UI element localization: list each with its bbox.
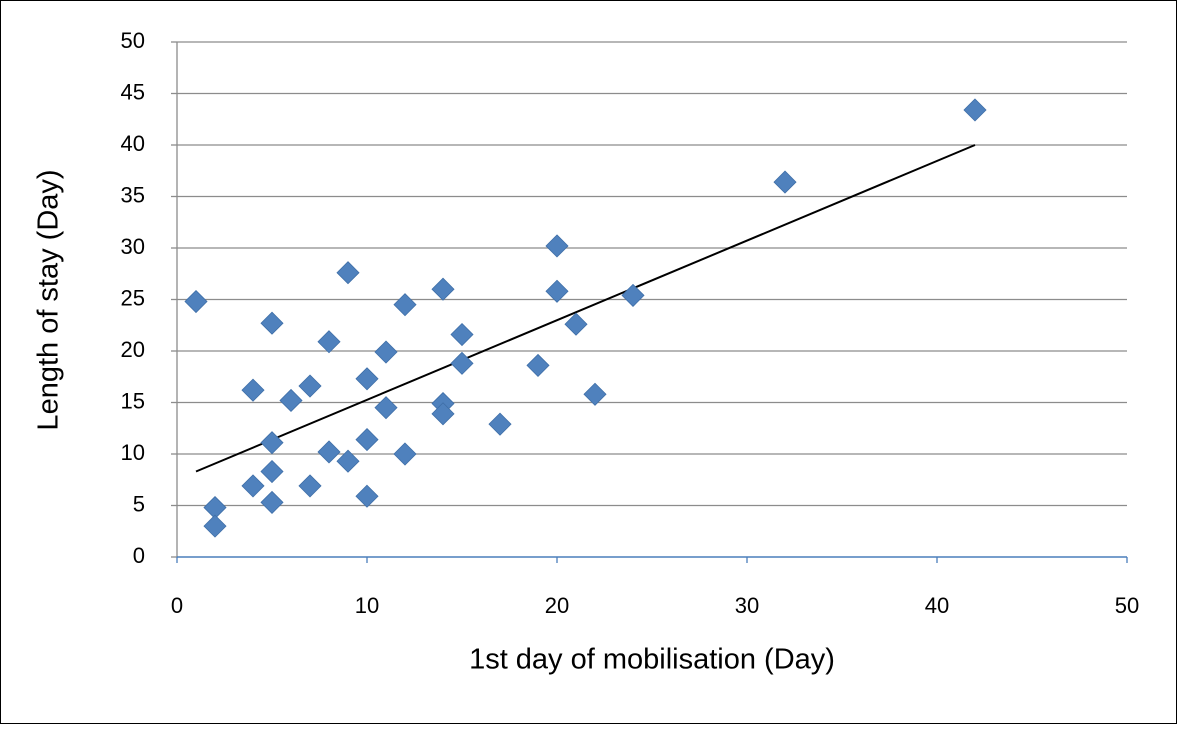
scatter-point xyxy=(336,449,360,473)
scatter-point xyxy=(260,490,284,514)
trendline xyxy=(195,144,976,473)
scatter-point xyxy=(184,289,208,314)
scatter-point xyxy=(431,402,455,426)
scatter-point xyxy=(431,277,455,301)
scatter-point xyxy=(317,440,341,464)
scatter-point xyxy=(545,234,569,258)
scatter-point xyxy=(450,322,474,347)
scatter-point xyxy=(526,353,550,377)
scatter-point xyxy=(336,261,360,285)
x-tick-label: 0 xyxy=(171,593,183,618)
y-tick-label: 30 xyxy=(121,234,145,259)
scatter-point xyxy=(545,279,569,303)
scatter-point xyxy=(317,330,341,354)
y-tick-label: 20 xyxy=(121,337,145,362)
scatter-point xyxy=(260,311,284,335)
scatter-point xyxy=(260,431,284,455)
scatter-point xyxy=(621,283,645,307)
scatter-point xyxy=(393,293,417,317)
x-tick-label: 20 xyxy=(545,593,569,618)
y-axis-title: Length of stay (Day) xyxy=(33,169,65,430)
scatter-point xyxy=(488,412,512,436)
y-tick-label: 25 xyxy=(121,285,145,310)
y-tick-label: 35 xyxy=(121,182,145,207)
scatter-point xyxy=(241,474,265,498)
y-tick-label: 40 xyxy=(121,131,145,156)
scatter-point xyxy=(963,98,987,122)
y-tick-label: 0 xyxy=(133,543,145,568)
x-tick-label: 30 xyxy=(735,593,759,618)
y-tick-label: 45 xyxy=(121,79,145,104)
scatter-point xyxy=(241,378,265,402)
scatter-point xyxy=(393,442,417,466)
scatter-point xyxy=(355,428,379,452)
x-tick-label: 40 xyxy=(925,593,949,618)
scatter-point xyxy=(773,170,797,194)
x-tick-label: 50 xyxy=(1115,593,1139,618)
scatter-point xyxy=(260,459,284,484)
y-tick-label: 50 xyxy=(121,28,145,53)
y-tick-label: 15 xyxy=(121,388,145,413)
scatter-point xyxy=(203,514,227,538)
scatter-point xyxy=(298,474,322,498)
y-tick-label: 10 xyxy=(121,440,145,465)
scatter-point xyxy=(564,312,588,336)
scatter-point xyxy=(583,382,607,406)
scatter-point xyxy=(298,374,322,398)
x-tick-label: 10 xyxy=(355,593,379,618)
scatter-point xyxy=(374,396,398,420)
scatter-point xyxy=(279,388,303,413)
y-tick-label: 5 xyxy=(133,491,145,516)
x-axis-title: 1st day of mobilisation (Day) xyxy=(469,644,835,676)
scatter-point xyxy=(355,484,379,508)
scatter-point xyxy=(374,340,398,364)
scatter-point xyxy=(355,367,379,391)
scatter-point xyxy=(450,351,474,375)
